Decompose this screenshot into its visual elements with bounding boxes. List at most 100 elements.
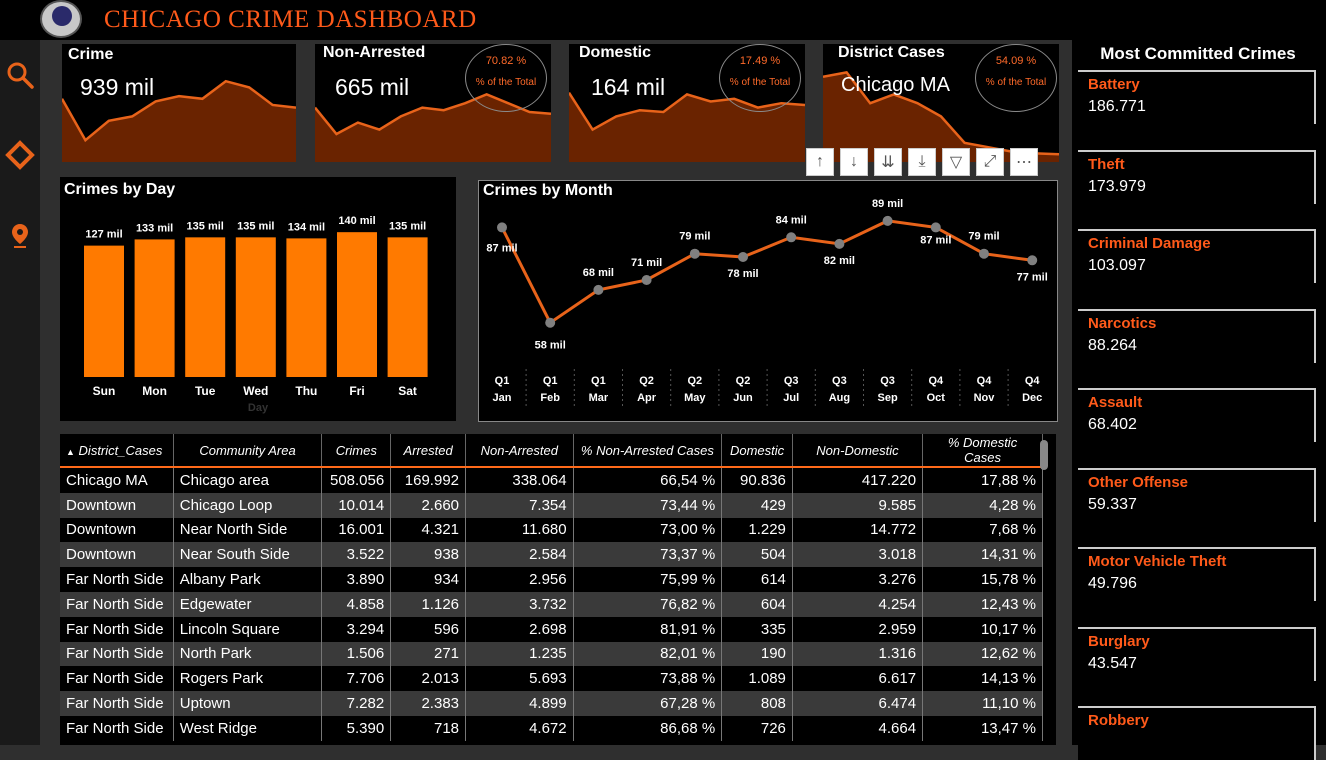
crime-count: 186.771 [1088, 98, 1146, 115]
day-bar [84, 245, 124, 377]
table-cell: 16.001 [321, 517, 392, 543]
table-row[interactable]: Far North Side Edgewater 4.858 1.126 3.732 76… [60, 591, 1043, 617]
column-header-pct-non-arrested[interactable]: % Non-Arrested Cases [573, 434, 723, 468]
crime-name: Burglary [1088, 632, 1150, 650]
expand-all-icon[interactable]: ⇊ [874, 148, 902, 176]
table-cell: Far North Side [60, 666, 174, 692]
day-bar [337, 232, 377, 377]
table-cell: 67,28 % [573, 691, 723, 716]
kpi-sparkline-crime [62, 79, 296, 162]
chart-title: Crimes by Month [483, 182, 613, 199]
crime-card[interactable]: Assault 68.402 [1078, 388, 1316, 442]
kpi-card-crime[interactable]: Crime 939 mil [62, 44, 296, 162]
search-icon[interactable] [5, 60, 35, 90]
crimes-by-day-chart[interactable]: Crimes by Day Day 127 mil Sun 133 mil Mon 13… [60, 177, 456, 421]
point-data-label: 78 mil [727, 268, 758, 280]
table-cell: 73,00 % [573, 517, 723, 543]
filter-icon[interactable]: ▽ [942, 148, 970, 176]
table-cell: 75,99 % [573, 567, 723, 592]
diamond-icon[interactable] [5, 140, 35, 170]
column-header-arrested[interactable]: Arrested [390, 434, 467, 468]
left-sidebar [0, 40, 40, 745]
crime-card[interactable]: Other Offense 59.337 [1078, 467, 1316, 522]
point-data-label: 77 mil [1017, 271, 1048, 283]
sort-desc-icon[interactable]: ↓ [840, 148, 868, 176]
table-cell: 3.276 [792, 567, 924, 592]
month-point [641, 275, 652, 285]
day-bar [387, 237, 428, 377]
x-tick-quarter: Q4 [928, 375, 944, 387]
column-header-crimes[interactable]: Crimes [321, 434, 392, 468]
table-cell: 3.732 [465, 591, 574, 617]
kpi-percent-label: % of the Total [985, 77, 1047, 88]
table-row[interactable]: Downtown Chicago Loop 10.014 2.660 7.354 73,4… [60, 492, 1043, 518]
column-header-community[interactable]: Community Area [173, 434, 323, 468]
crime-card[interactable]: Motor Vehicle Theft 49.796 [1078, 547, 1316, 601]
table-scrollbar[interactable] [1040, 440, 1048, 470]
crime-card[interactable]: Criminal Damage 103.097 [1078, 229, 1316, 283]
x-tick-label: Fri [349, 384, 364, 398]
table-cell: 73,88 % [573, 666, 723, 692]
kpi-card-non-arrested[interactable]: Non-Arrested 665 mil 70.82 % % of the To… [315, 44, 551, 162]
point-data-label: 79 mil [968, 231, 999, 243]
x-tick-quarter: Q4 [977, 375, 993, 387]
table-cell: 14,13 % [922, 666, 1043, 692]
table-cell: 4.664 [792, 715, 924, 741]
table-row[interactable]: Far North Side Lincoln Square 3.294 596 2.69… [60, 616, 1043, 642]
column-header-non-domestic[interactable]: Non-Domestic [792, 434, 924, 468]
table-cell: 17,88 % [922, 467, 1043, 493]
table-row[interactable]: Downtown Near South Side 3.522 938 2.584 73,3… [60, 542, 1043, 568]
table-cell: 2.383 [390, 691, 467, 716]
table-row[interactable]: Chicago MA Chicago area 508.056 169.992 338.… [60, 467, 1043, 493]
table-row[interactable]: Far North Side Rogers Park 7.706 2.013 5.693… [60, 666, 1043, 692]
point-data-label: 71 mil [631, 257, 662, 269]
table-cell: Downtown [60, 542, 174, 568]
table-cell: 4.672 [465, 715, 574, 741]
table-row[interactable]: Far North Side Albany Park 3.890 934 2.956 75… [60, 567, 1043, 592]
data-table: ▲ District_Cases Community Area Crimes A… [60, 434, 1043, 741]
table-cell: 10.014 [321, 492, 392, 518]
map-pin-icon[interactable] [5, 220, 35, 250]
column-header-domestic[interactable]: Domestic [721, 434, 793, 468]
table-cell: 7,68 % [922, 517, 1043, 543]
kpi-card-district-cases[interactable]: District Cases Chicago MA 54.09 % % of t… [823, 44, 1059, 162]
table-cell: 4.899 [465, 691, 574, 716]
sort-asc-icon[interactable]: ↑ [806, 148, 834, 176]
more-options-icon[interactable]: ⋯ [1010, 148, 1038, 176]
table-cell: Uptown [173, 691, 323, 716]
table-cell: Chicago area [173, 467, 323, 493]
x-tick-month: Jun [733, 392, 753, 404]
crime-card[interactable]: Robbery [1078, 706, 1316, 760]
table-cell: 614 [721, 567, 793, 592]
column-header-district[interactable]: ▲ District_Cases [60, 434, 174, 468]
crimes-by-month-chart[interactable]: Crimes by Month 87 mil Q1 Jan 58 mil Q1 Feb 68… [478, 180, 1058, 422]
column-header-non-arrested[interactable]: Non-Arrested [465, 434, 574, 468]
table-row[interactable]: Far North Side North Park 1.506 271 1.235 82,… [60, 641, 1043, 667]
table-row[interactable]: Far North Side Uptown 7.282 2.383 4.899 67,28… [60, 691, 1043, 716]
x-tick-month: Jul [783, 392, 799, 404]
kpi-label: Non-Arrested [323, 44, 426, 61]
kpi-card-domestic[interactable]: Domestic 164 mil 17.49 % % of the Total [569, 44, 805, 162]
crime-card[interactable]: Burglary 43.547 [1078, 626, 1316, 681]
table-cell: Far North Side [60, 616, 174, 642]
x-tick-label: Thu [295, 384, 317, 398]
district-table[interactable]: ▲ District_Cases Community Area Crimes A… [60, 434, 1056, 745]
crime-card[interactable]: Narcotics 88.264 [1078, 308, 1316, 363]
table-row[interactable]: Downtown Near North Side 16.001 4.321 11.680… [60, 517, 1043, 543]
point-data-label: 87 mil [486, 242, 517, 254]
crime-card[interactable]: Theft 173.979 [1078, 149, 1316, 204]
x-tick-label: Mon [142, 384, 167, 398]
drill-down-icon[interactable]: ⤓ [908, 148, 936, 176]
column-header-pct-domestic[interactable]: % Domestic Cases [922, 434, 1043, 468]
table-cell: 2.013 [390, 666, 467, 692]
table-cell: 4.858 [321, 591, 392, 617]
crime-card[interactable]: Battery 186.771 [1078, 70, 1316, 124]
point-data-label: 87 mil [920, 234, 951, 246]
table-row[interactable]: Far North Side West Ridge 5.390 718 4.672 86,… [60, 715, 1043, 741]
table-cell: 5.693 [465, 666, 574, 692]
table-cell: 3.890 [321, 567, 392, 592]
point-data-label: 84 mil [776, 214, 807, 226]
kpi-percent-value: 70.82 % [485, 55, 527, 67]
day-bar [185, 237, 226, 377]
focus-mode-icon[interactable]: ⤢ [976, 148, 1004, 176]
